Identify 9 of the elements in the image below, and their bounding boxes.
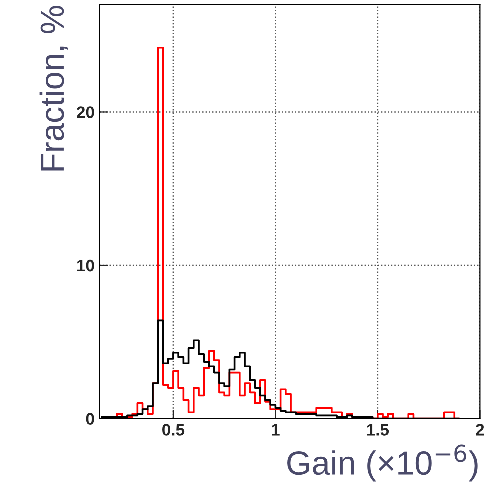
x-tick-label: 1 — [272, 424, 280, 436]
x-axis-title: Gain (×10$^{−6}$) — [288, 444, 478, 482]
y-tick-label: 0 — [86, 413, 94, 425]
y-axis-title: Fraction, % — [40, 6, 68, 171]
x-tick-label: 1.5 — [367, 424, 390, 436]
y-tick-label: 10 — [77, 260, 94, 272]
x-tick-label: 2 — [476, 424, 484, 436]
y-tick-label: 20 — [77, 106, 94, 118]
x-tick-label: 0.5 — [162, 424, 185, 436]
